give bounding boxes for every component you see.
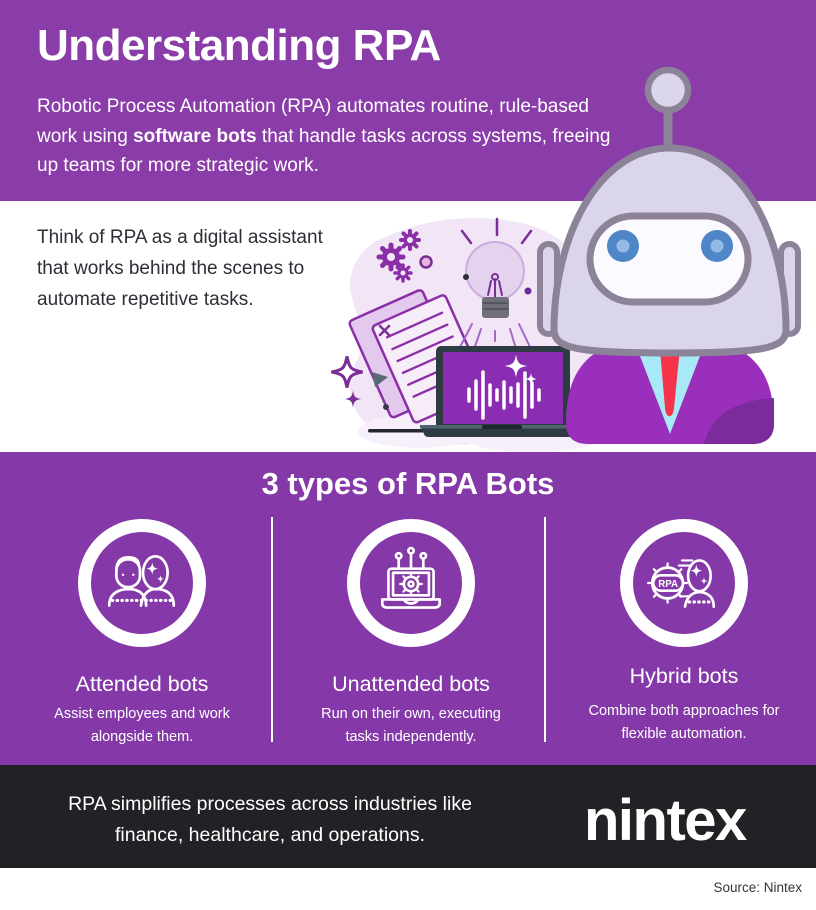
unattended-bots-label: Unattended bots [332, 672, 490, 696]
hybrid-bots-description: Combine both approaches for flexible aut… [588, 703, 780, 742]
rpa-icon-label: RPA [658, 579, 678, 590]
column-divider [271, 517, 273, 742]
intro-text-bold: software bots [133, 125, 257, 147]
attended-bots-icon [107, 555, 176, 607]
intro-paragraph: Robotic Process Automation (RPA) automat… [37, 92, 622, 181]
source-strip [0, 868, 816, 910]
intro-text-before: Robotic Process Automation (RPA) automat… [37, 96, 589, 147]
column-divider [544, 517, 546, 742]
unattended-bots-circle [347, 519, 475, 647]
attended-bots-circle [78, 519, 206, 647]
footer-summary: RPA simplifies processes across industri… [68, 793, 472, 846]
page-title: Understanding RPA [37, 21, 441, 70]
intro-text-after: that handle tasks across systems, freein… [37, 125, 611, 177]
hybrid-bots-icon: RPA [646, 559, 716, 608]
footer-section [0, 765, 816, 868]
unattended-bots-icon [380, 546, 442, 609]
hybrid-bots-circle: RPA [620, 519, 748, 647]
types-title: 3 types of RPA Bots [261, 466, 555, 501]
attended-bots-description: Assist employees and work alongside them… [54, 706, 230, 745]
about-text: Think of RPA as a digital assistant that… [37, 227, 323, 310]
source-label: Source: Nintex [713, 880, 802, 895]
hybrid-bots-label: Hybrid bots [629, 664, 739, 688]
attended-bots-label: Attended bots [75, 672, 209, 696]
unattended-bots-description: Run on their own, executing tasks indepe… [321, 706, 501, 745]
nintex-logo: nintex [584, 788, 747, 853]
